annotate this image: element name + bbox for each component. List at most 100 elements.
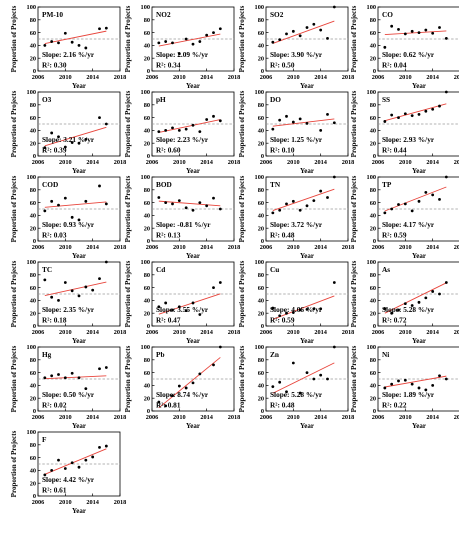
data-point xyxy=(319,129,323,132)
y-tick-label: 40 xyxy=(370,213,376,220)
y-tick-label: 100 xyxy=(141,4,150,11)
y-tick-label: 80 xyxy=(258,357,264,364)
y-tick-label: 20 xyxy=(30,140,36,147)
slope-annotation: Slope: 2.93 %/yr xyxy=(382,135,435,144)
panel-cod: 0 20 40 60 80 100 2006 2010 2014 2018 COD Slope: 0.… xyxy=(10,174,126,260)
data-point xyxy=(104,26,108,30)
r-squared-annotation: R²: 0.48 xyxy=(270,401,295,410)
panel-cd: 0 20 40 60 80 100 2006 2010 2014 2018 Cd Slope: 3.5… xyxy=(124,259,240,345)
y-tick-label: 20 xyxy=(30,55,36,62)
x-axis-label: Year xyxy=(300,422,314,430)
data-point xyxy=(326,196,329,199)
slope-annotation: Slope: 3.55 %/yr xyxy=(156,305,209,314)
data-point xyxy=(218,119,222,123)
y-tick-label: 0 xyxy=(33,238,36,245)
data-point xyxy=(70,215,74,219)
y-axis-label: Proportion of Projects xyxy=(124,90,132,157)
data-point xyxy=(205,118,209,121)
x-tick-label: 2010 xyxy=(399,74,412,81)
x-tick-label: 2014 xyxy=(86,244,99,251)
x-tick-label: 2014 xyxy=(426,74,439,81)
data-point xyxy=(70,461,74,465)
data-point xyxy=(431,193,435,197)
trend-line xyxy=(272,20,335,44)
y-tick-label: 0 xyxy=(373,68,376,75)
data-point xyxy=(403,112,407,116)
data-point xyxy=(104,366,108,369)
panel-title: NO2 xyxy=(156,10,171,19)
data-point xyxy=(326,36,329,40)
y-tick-label: 60 xyxy=(30,30,36,37)
data-point xyxy=(70,289,74,293)
r-squared-annotation: R²: 0.48 xyxy=(270,231,295,240)
y-tick-label: 60 xyxy=(258,285,264,292)
y-tick-label: 40 xyxy=(30,298,36,305)
y-tick-label: 60 xyxy=(370,115,376,122)
y-tick-label: 100 xyxy=(255,259,264,266)
x-tick-label: 2010 xyxy=(287,74,300,81)
data-point xyxy=(417,31,421,34)
data-point xyxy=(184,206,188,210)
data-point xyxy=(43,146,47,150)
y-axis-label: Proportion of Projects xyxy=(10,90,18,157)
r-squared-annotation: R²: 0.39 xyxy=(42,146,67,155)
y-tick-label: 0 xyxy=(33,153,36,160)
data-point xyxy=(84,458,88,462)
data-point xyxy=(43,278,47,282)
y-tick-label: 80 xyxy=(30,187,36,194)
data-point xyxy=(431,107,435,111)
data-point xyxy=(43,209,47,213)
y-tick-label: 100 xyxy=(367,259,376,266)
data-point xyxy=(218,345,222,349)
data-point xyxy=(383,307,387,311)
x-tick-label: 2018 xyxy=(114,159,127,166)
data-point xyxy=(191,123,195,127)
data-point xyxy=(63,31,67,35)
y-tick-label: 20 xyxy=(258,310,264,317)
y-axis-label: Proportion of Projects xyxy=(238,260,246,327)
y-tick-label: 100 xyxy=(255,174,264,181)
x-tick-label: 2014 xyxy=(200,159,213,166)
trend-line xyxy=(44,448,107,475)
data-point xyxy=(191,42,195,46)
y-tick-label: 20 xyxy=(144,140,150,147)
x-tick-label: 2018 xyxy=(114,329,127,336)
x-axis-label: Year xyxy=(412,167,426,175)
trend-line xyxy=(158,293,221,315)
y-axis-label: Proportion of Projects xyxy=(10,5,18,72)
y-tick-label: 80 xyxy=(30,442,36,449)
data-point xyxy=(390,113,394,117)
data-point xyxy=(91,455,95,459)
y-tick-label: 20 xyxy=(258,395,264,402)
x-tick-label: 2018 xyxy=(454,329,459,336)
slope-annotation: Slope: 5.28 %/yr xyxy=(382,305,435,314)
data-point xyxy=(212,31,215,34)
r-squared-annotation: R²: 0.44 xyxy=(382,146,407,155)
y-tick-label: 0 xyxy=(261,408,264,415)
slope-annotation: Slope: 1.25 %/yr xyxy=(270,135,323,144)
x-tick-label: 2006 xyxy=(260,329,273,336)
y-axis-label: Proportion of Projects xyxy=(124,345,132,412)
trend-line xyxy=(384,103,447,122)
data-point xyxy=(444,36,448,40)
y-axis-label: Proportion of Projects xyxy=(124,260,132,327)
panel-no2: 0 20 40 60 80 100 2006 2010 2014 2018 NO2 Slope: 2.… xyxy=(124,4,240,90)
panel-bod: 0 20 40 60 80 100 2006 2010 2014 2018 BOD Slope: -0… xyxy=(124,174,240,260)
data-point xyxy=(390,311,394,315)
data-point xyxy=(171,126,174,130)
panel-pb: 0 20 40 60 80 100 2006 2010 2014 2018 Pb Slope: 8.7… xyxy=(124,344,240,430)
x-tick-label: 2006 xyxy=(146,329,159,336)
y-tick-label: 20 xyxy=(370,225,376,232)
y-tick-label: 80 xyxy=(370,272,376,279)
panel-zn: 0 20 40 60 80 100 2006 2010 2014 2018 Zn Slope: 5.2… xyxy=(238,344,354,430)
y-axis-label: Proportion of Projects xyxy=(10,175,18,242)
x-axis-label: Year xyxy=(72,167,86,175)
panel-title: Zn xyxy=(270,350,279,359)
panel-ni: 0 20 40 60 80 100 2006 2010 2014 2018 Ni Slope: 1.8… xyxy=(350,344,459,430)
data-point xyxy=(319,307,323,311)
y-tick-label: 20 xyxy=(144,225,150,232)
x-axis-label: Year xyxy=(300,167,314,175)
data-point xyxy=(424,109,428,113)
panel-title: O3 xyxy=(42,95,52,104)
data-point xyxy=(403,32,407,36)
